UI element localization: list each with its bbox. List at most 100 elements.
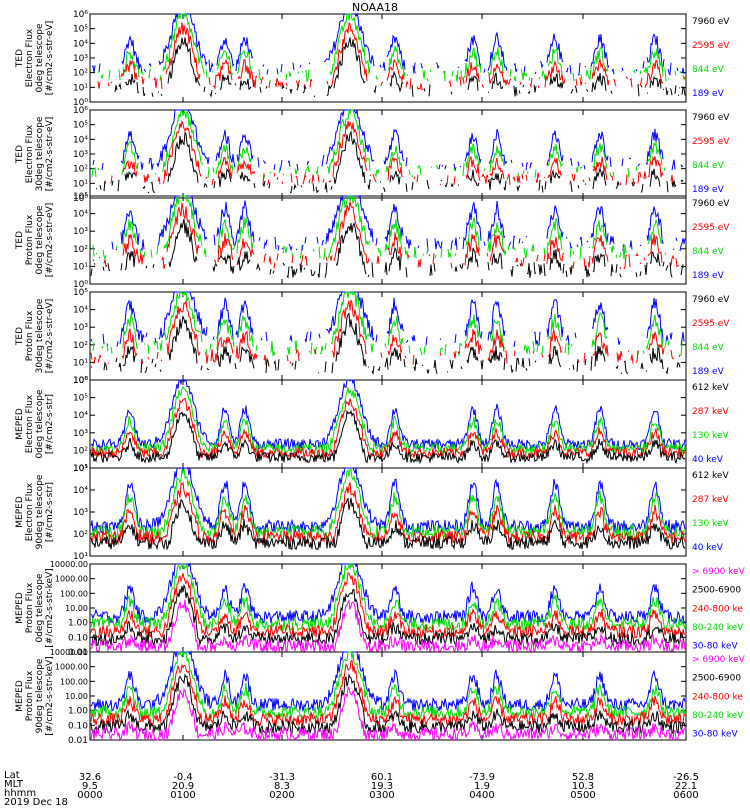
x-tick-mlt: 20.9 — [172, 781, 194, 792]
y-tick-label: 1.00 — [68, 619, 88, 629]
legend-entry: 612 keV — [692, 471, 729, 481]
y-axis-label-line: Proton Flux — [25, 582, 35, 633]
legend-entry: 844 eV — [692, 65, 725, 75]
y-axis-label-line: 0deg telescope — [35, 389, 45, 459]
y-tick-label: 10⁵ — [73, 25, 88, 35]
legend-entry: 287 keV — [692, 495, 729, 505]
series-trace-287-kev — [90, 481, 686, 546]
series-trace-2595-ev — [97, 22, 686, 91]
y-axis-label-line: 90deg telescope — [35, 474, 45, 549]
legend-entry: 7960 eV — [692, 199, 730, 209]
y-tick-label: 10¹ — [73, 179, 88, 189]
y-axis-label-line: TED — [15, 231, 25, 250]
y-axis-label-line: Proton Flux — [25, 214, 35, 265]
series-trace-2500-6900 — [90, 673, 686, 735]
legend-entry: 189 eV — [692, 185, 725, 195]
legend-entry: 612 keV — [692, 383, 729, 393]
legend-entry: > 6900 keV — [692, 567, 746, 577]
legend-entry: 2500-6900 — [692, 586, 741, 596]
legend-entry: 287 keV — [692, 407, 729, 417]
x-tick-mlt: 22.1 — [675, 781, 697, 792]
y-axis-label-line: Proton Flux — [25, 670, 35, 721]
y-tick-label: 10⁰ — [73, 98, 88, 108]
y-tick-label: 10⁴ — [73, 210, 88, 220]
y-axis-label-line: [#/cm2-s-str-eV] — [45, 117, 55, 192]
legend-entry: > 6900 keV — [692, 655, 746, 665]
y-tick-label: 10⁴ — [73, 486, 88, 496]
x-tick-lat: 32.6 — [79, 772, 101, 783]
y-axis-label-line: Electron Flux — [25, 28, 35, 87]
y-tick-label: 10² — [73, 341, 88, 351]
panel-3-frame — [89, 195, 687, 285]
y-tick-label: 10⁵ — [73, 121, 88, 131]
y-tick-label: 10² — [73, 69, 88, 79]
x-tick-hhmm: 0400 — [469, 790, 494, 800]
x-tick-mlt: 10.3 — [572, 781, 594, 792]
y-tick-label: 10⁴ — [73, 411, 88, 421]
legend-entry: 2500-6900 — [692, 674, 741, 684]
y-tick-label: 10³ — [73, 323, 88, 333]
y-tick-label: 10⁴ — [73, 39, 88, 49]
legend-entry: 7960 eV — [692, 17, 730, 27]
panel-3-ylabel: TED Proton Flux 0deg telescope [#/cm2-s-str… — [15, 203, 55, 278]
legend-entry: 844 eV — [692, 161, 725, 171]
lat-label: Lat — [4, 770, 20, 781]
series-trace-40-kev — [90, 379, 686, 452]
y-tick-label: 10² — [73, 530, 88, 540]
series-trace-844-ev — [97, 12, 686, 83]
y-axis-label-line: 30deg telescope — [35, 116, 45, 191]
y-tick-label: 10¹ — [73, 262, 88, 272]
panel-8-ylabel: MEPED Proton Flux 90deg telescope [#/cm2-s-… — [15, 656, 55, 735]
y-tick-label: 10.00 — [65, 692, 88, 701]
y-axis-label-line: MEPED — [15, 592, 25, 624]
y-tick-label: 10⁵ — [73, 464, 88, 474]
legend-entry: 7960 eV — [692, 295, 730, 305]
panel-2-ylabel: TED Electron Flux 30deg telescope [#/cm2-s-… — [15, 116, 55, 191]
legend-entry: 130 keV — [692, 431, 729, 441]
y-axis-label-line: Electron Flux — [25, 482, 35, 541]
legend-entry: 2595 eV — [692, 137, 730, 147]
series-trace-287-kev — [90, 397, 686, 460]
x-tick-hhmm: 0500 — [570, 790, 595, 800]
legend-entry: 40 keV — [692, 543, 724, 553]
x-tick-hhmm: 0000 — [77, 790, 102, 800]
series-trace-612-kev — [90, 409, 686, 465]
legend-entry: 189 eV — [692, 271, 725, 281]
series-trace-7960-ev — [90, 218, 684, 279]
y-axis-label-line: 30deg telescope — [35, 298, 45, 373]
legend-entry: 30-80 keV — [692, 642, 738, 652]
series-trace-189-ev — [111, 195, 686, 252]
x-tick-lat: -26.5 — [673, 772, 699, 783]
series-trace-844-ev — [92, 110, 681, 178]
y-tick-label: 10.00 — [65, 604, 88, 613]
y-axis-label-line: [#/cm2-s-str-eV] — [45, 299, 55, 374]
y-tick-label: 10² — [73, 446, 88, 456]
y-tick-label: 1.00 — [68, 707, 88, 717]
series-trace-7960-ev — [114, 37, 686, 98]
legend-entry: 2595 eV — [692, 319, 730, 329]
legend-entry: 30-80 keV — [692, 730, 738, 740]
y-tick-label: 100.00 — [60, 589, 88, 598]
legend-entry: 189 eV — [692, 89, 725, 99]
y-tick-label: 10⁴ — [73, 306, 88, 316]
series-trace-240-800-ke — [90, 571, 685, 640]
x-tick-lat: 60.1 — [371, 772, 393, 783]
legend-entry: 240-800 ke — [692, 604, 743, 614]
series-trace--6900-kev — [90, 686, 686, 742]
y-tick-label: 0.01 — [68, 736, 88, 746]
y-tick-label: 0.10 — [68, 633, 88, 643]
legend-entry: 240-800 ke — [692, 692, 743, 702]
y-tick-label: 10¹ — [73, 552, 88, 562]
legend-entry: 7960 eV — [692, 113, 730, 123]
y-tick-label: 10⁵ — [73, 192, 88, 202]
series-trace-80-240-kev — [90, 650, 686, 721]
y-tick-label: 10³ — [73, 508, 88, 518]
y-tick-label: 10000.00 — [50, 560, 88, 569]
x-tick-lat: 52.8 — [572, 772, 594, 783]
y-tick-label: 10³ — [73, 54, 88, 64]
x-tick-hhmm: 0200 — [269, 790, 294, 800]
legend-entry: 80-240 keV — [692, 711, 744, 721]
series-trace-612-kev — [90, 497, 686, 551]
y-axis-label-line: 0deg telescope — [35, 23, 45, 93]
y-tick-label: 10⁰ — [73, 376, 88, 386]
